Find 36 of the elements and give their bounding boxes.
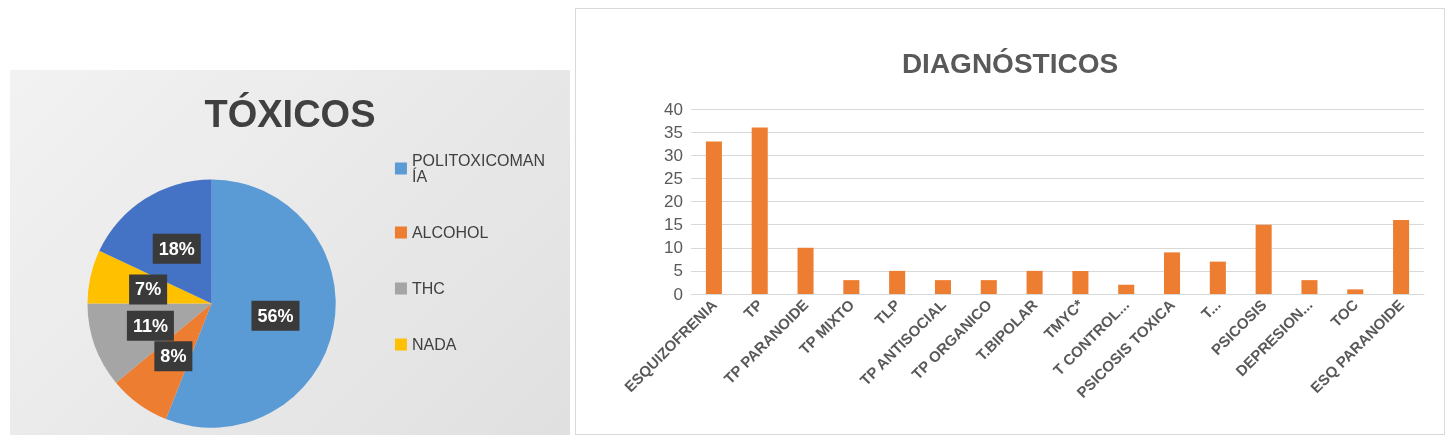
- bar: [843, 280, 860, 294]
- y-tick-label: 40: [664, 99, 683, 119]
- legend-label: THC: [411, 280, 445, 297]
- bar: [1301, 280, 1318, 294]
- bar: [1347, 289, 1364, 294]
- data-label: 18%: [158, 238, 195, 259]
- y-tick-label: 15: [664, 215, 683, 235]
- bar: [1164, 252, 1181, 294]
- data-label: 7%: [135, 279, 162, 300]
- bar: [705, 141, 722, 294]
- bar: [1072, 270, 1089, 294]
- legend-label: NADA: [411, 336, 457, 353]
- bar: [1393, 220, 1410, 294]
- data-label: 56%: [257, 305, 294, 326]
- y-tick-label: 5: [673, 261, 683, 281]
- bar: [797, 247, 814, 294]
- y-tick-label: 0: [673, 284, 683, 304]
- chart-title: DIAGNÓSTICOS: [901, 47, 1119, 79]
- legend-label: ALCOHOL: [411, 224, 489, 241]
- data-label: 8%: [160, 346, 187, 367]
- y-tick-label: 20: [664, 192, 683, 211]
- bar: [934, 280, 951, 294]
- y-tick-label: 10: [664, 238, 683, 258]
- chart-title: TÓXICOS: [204, 92, 376, 135]
- bar: [1026, 270, 1043, 294]
- bar: [980, 280, 997, 294]
- y-tick-label: 35: [664, 122, 683, 142]
- bar: [751, 127, 768, 294]
- y-tick-label: 30: [664, 145, 683, 165]
- bar: [1118, 284, 1135, 294]
- bar: [1255, 224, 1272, 294]
- y-tick-label: 25: [664, 168, 683, 188]
- bar: [889, 270, 906, 294]
- legend-label: POLITOXICOMANÍA: [411, 152, 545, 185]
- bar: [1209, 261, 1226, 294]
- data-label: 11%: [132, 315, 168, 336]
